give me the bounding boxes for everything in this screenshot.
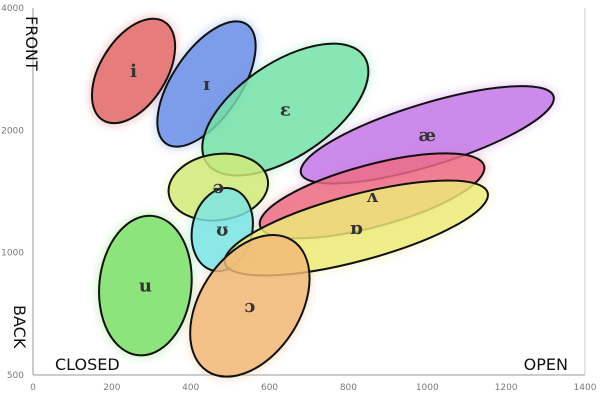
y-tick-label: 4000 [1, 4, 24, 14]
vowel-label: ɔ [244, 296, 255, 317]
x-tick-label: 400 [182, 383, 199, 393]
x-tick-labels: 0 200 400 600 800 1000 1200 1400 [30, 383, 597, 393]
vowel-regions [90, 17, 555, 378]
y-tick-label: 1000 [1, 249, 24, 259]
vowel-label: ɒ [350, 218, 363, 239]
x-tick-label: 0 [30, 383, 36, 393]
open-label: OPEN [524, 355, 568, 374]
vowel-label: i [130, 61, 137, 82]
vowel-region [90, 17, 177, 125]
x-tick-label: 1000 [416, 383, 439, 393]
vowel-label: ə [213, 177, 224, 198]
y-tick-label: 2000 [1, 126, 24, 136]
vowel-region [189, 233, 311, 378]
vowel-label: ʌ [366, 186, 378, 207]
vowel-label: æ [419, 125, 437, 146]
x-tick-label: 1200 [495, 383, 518, 393]
x-tick-label: 600 [261, 383, 278, 393]
vowel-label: ʊ [216, 220, 228, 241]
y-tick-labels: 500 1000 2000 4000 [1, 4, 24, 381]
vowel-label: u [139, 276, 152, 297]
x-tick-label: 800 [340, 383, 357, 393]
y-tick-label: 500 [7, 371, 24, 381]
front-label: FRONT [22, 16, 41, 71]
vowel-region [98, 214, 193, 357]
vowel-labels: i ɪ ɛ æ ə ʌ ʊ ɒ u ɔ [130, 61, 436, 317]
x-tick-label: 200 [103, 383, 120, 393]
vowel-label: ɛ [280, 100, 291, 121]
x-tick-label: 1400 [574, 383, 597, 393]
closed-label: CLOSED [55, 355, 120, 374]
back-label: BACK [10, 305, 29, 349]
vowel-label: ɪ [203, 74, 210, 95]
